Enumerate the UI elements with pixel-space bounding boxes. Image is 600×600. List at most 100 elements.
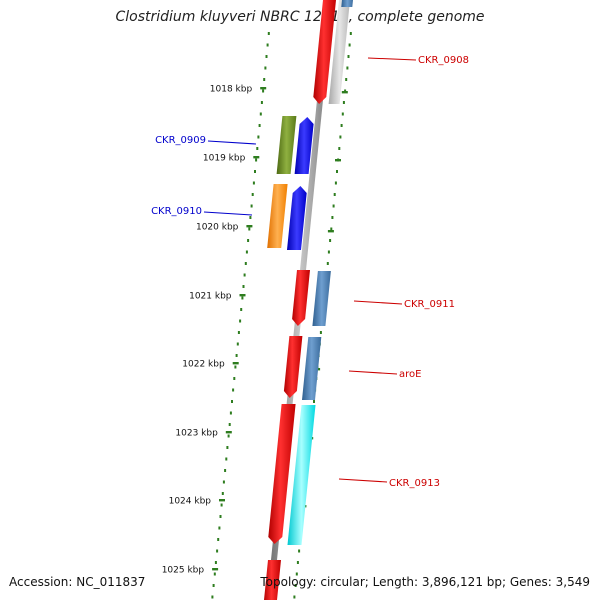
ruler-dot [295, 572, 298, 576]
ruler-tick-label: 1022 kbp [182, 360, 225, 370]
ruler-tick-label: 1023 kbp [175, 429, 218, 439]
ruler-dot [252, 181, 255, 185]
cds-features [264, 0, 336, 600]
ruler-tick-label: 1021 kbp [189, 292, 232, 302]
gene-leader-line [207, 140, 257, 145]
gene-labels: CKR_0908 CKR_0909 CKR_0910 CKR_0911 aroE CKR_… [151, 55, 469, 489]
ruler-tick-label: 1025 kbp [162, 566, 205, 576]
ruler-dot [224, 469, 227, 472]
cog-feature [276, 116, 297, 174]
ruler-dot [212, 584, 215, 587]
ruler-dot [236, 342, 239, 346]
ruler-dot [294, 584, 297, 587]
ruler-dot [237, 331, 240, 334]
gene-label[interactable]: aroE [399, 369, 421, 380]
ruler-dot [319, 331, 322, 334]
ruler-dot [229, 411, 232, 415]
ruler-dot [260, 101, 263, 104]
gene-leader-line [367, 57, 417, 61]
ruler-dot [338, 147, 341, 150]
ruler-dot [211, 595, 214, 599]
ruler-dot [254, 170, 256, 173]
ruler-dot [340, 124, 343, 127]
ruler-tick [335, 159, 341, 162]
gene-label[interactable]: CKR_0908 [418, 55, 469, 66]
ruler-tick [239, 294, 246, 297]
ruler-dot [339, 135, 342, 139]
gene-label[interactable]: CKR_0910 [151, 206, 202, 217]
ruler-dot [248, 227, 251, 231]
ruler-dot [217, 538, 220, 541]
ruler-dot [231, 400, 233, 403]
map-title: Clostridium kluyveri NBRC 12016, complet… [115, 9, 485, 25]
ruler-dot [263, 78, 266, 81]
ruler-dot [221, 492, 224, 495]
ruler-dot [333, 193, 336, 196]
accession-text: Accession: NC_011837 [9, 575, 146, 589]
ruler-dot [213, 572, 216, 576]
ruler-dot [332, 204, 335, 208]
ruler-dot [334, 181, 337, 185]
ruler-dot [218, 526, 221, 530]
cog-feature [341, 0, 353, 7]
ruler-dot [259, 112, 262, 116]
ruler-tick-label: 1018 kbp [210, 85, 253, 95]
ruler-tick [246, 225, 253, 228]
ruler-tick [219, 499, 225, 502]
ruler-dot [240, 308, 243, 311]
gene-leader-line [203, 211, 253, 216]
ruler-dot [267, 32, 270, 35]
ruler-dot [234, 365, 237, 369]
ruler-dot [241, 296, 244, 300]
ruler-dot [347, 55, 350, 58]
ruler-dot [228, 423, 231, 426]
cog-feature [312, 271, 331, 326]
gene-label[interactable]: CKR_0909 [155, 135, 206, 146]
ruler-dot [265, 55, 268, 58]
gene-leader-line [353, 300, 403, 305]
ruler-tick [232, 362, 239, 365]
ruler-tick-label: 1020 kbp [196, 223, 239, 233]
ruler-dot [257, 135, 260, 139]
ruler-dot [266, 43, 269, 47]
ruler-dot [313, 400, 315, 403]
ruler-dot [293, 595, 296, 599]
ruler-dot [214, 561, 217, 564]
cog-feature [294, 117, 314, 174]
ruler-dot [331, 216, 334, 219]
gene-label[interactable]: CKR_0911 [404, 299, 455, 310]
ruler-dot [239, 319, 242, 323]
ruler-dot [243, 273, 246, 277]
ruler-dot [342, 101, 345, 104]
ruler-dot [247, 239, 250, 242]
ruler-ticks: 1018 kbp 1019 kbp 1020 kbp 1021 kbp 1022 kbp… [162, 85, 348, 576]
ruler-dot [329, 239, 332, 242]
ruler-dot [345, 78, 348, 81]
ruler-dot [330, 227, 333, 231]
ruler-dot [298, 549, 301, 553]
ruler-dot [264, 66, 267, 70]
ruler-dot [225, 457, 228, 461]
ruler-tick-label: 1024 kbp [169, 497, 212, 507]
ruler-tick [341, 91, 348, 94]
ruler-dot [262, 89, 265, 93]
ruler-dot [249, 216, 252, 219]
ruler-dot [336, 170, 338, 173]
ruler-dot [216, 549, 219, 553]
cog-feature [287, 186, 307, 250]
ruler-dot [348, 43, 351, 47]
ruler-dot [232, 388, 235, 392]
ruler-dot [250, 204, 253, 208]
ruler-dot [251, 193, 254, 196]
ruler-dot [235, 354, 238, 357]
cog-feature [328, 0, 351, 104]
gene-label[interactable]: CKR_0913 [389, 478, 440, 489]
ruler-dot [327, 250, 330, 254]
cog-feature [267, 184, 288, 248]
ruler-dot [255, 158, 258, 162]
ruler-dot [244, 262, 247, 265]
ruler-tick [253, 156, 260, 159]
ruler-dot [296, 561, 299, 564]
cds-feature [283, 336, 303, 398]
